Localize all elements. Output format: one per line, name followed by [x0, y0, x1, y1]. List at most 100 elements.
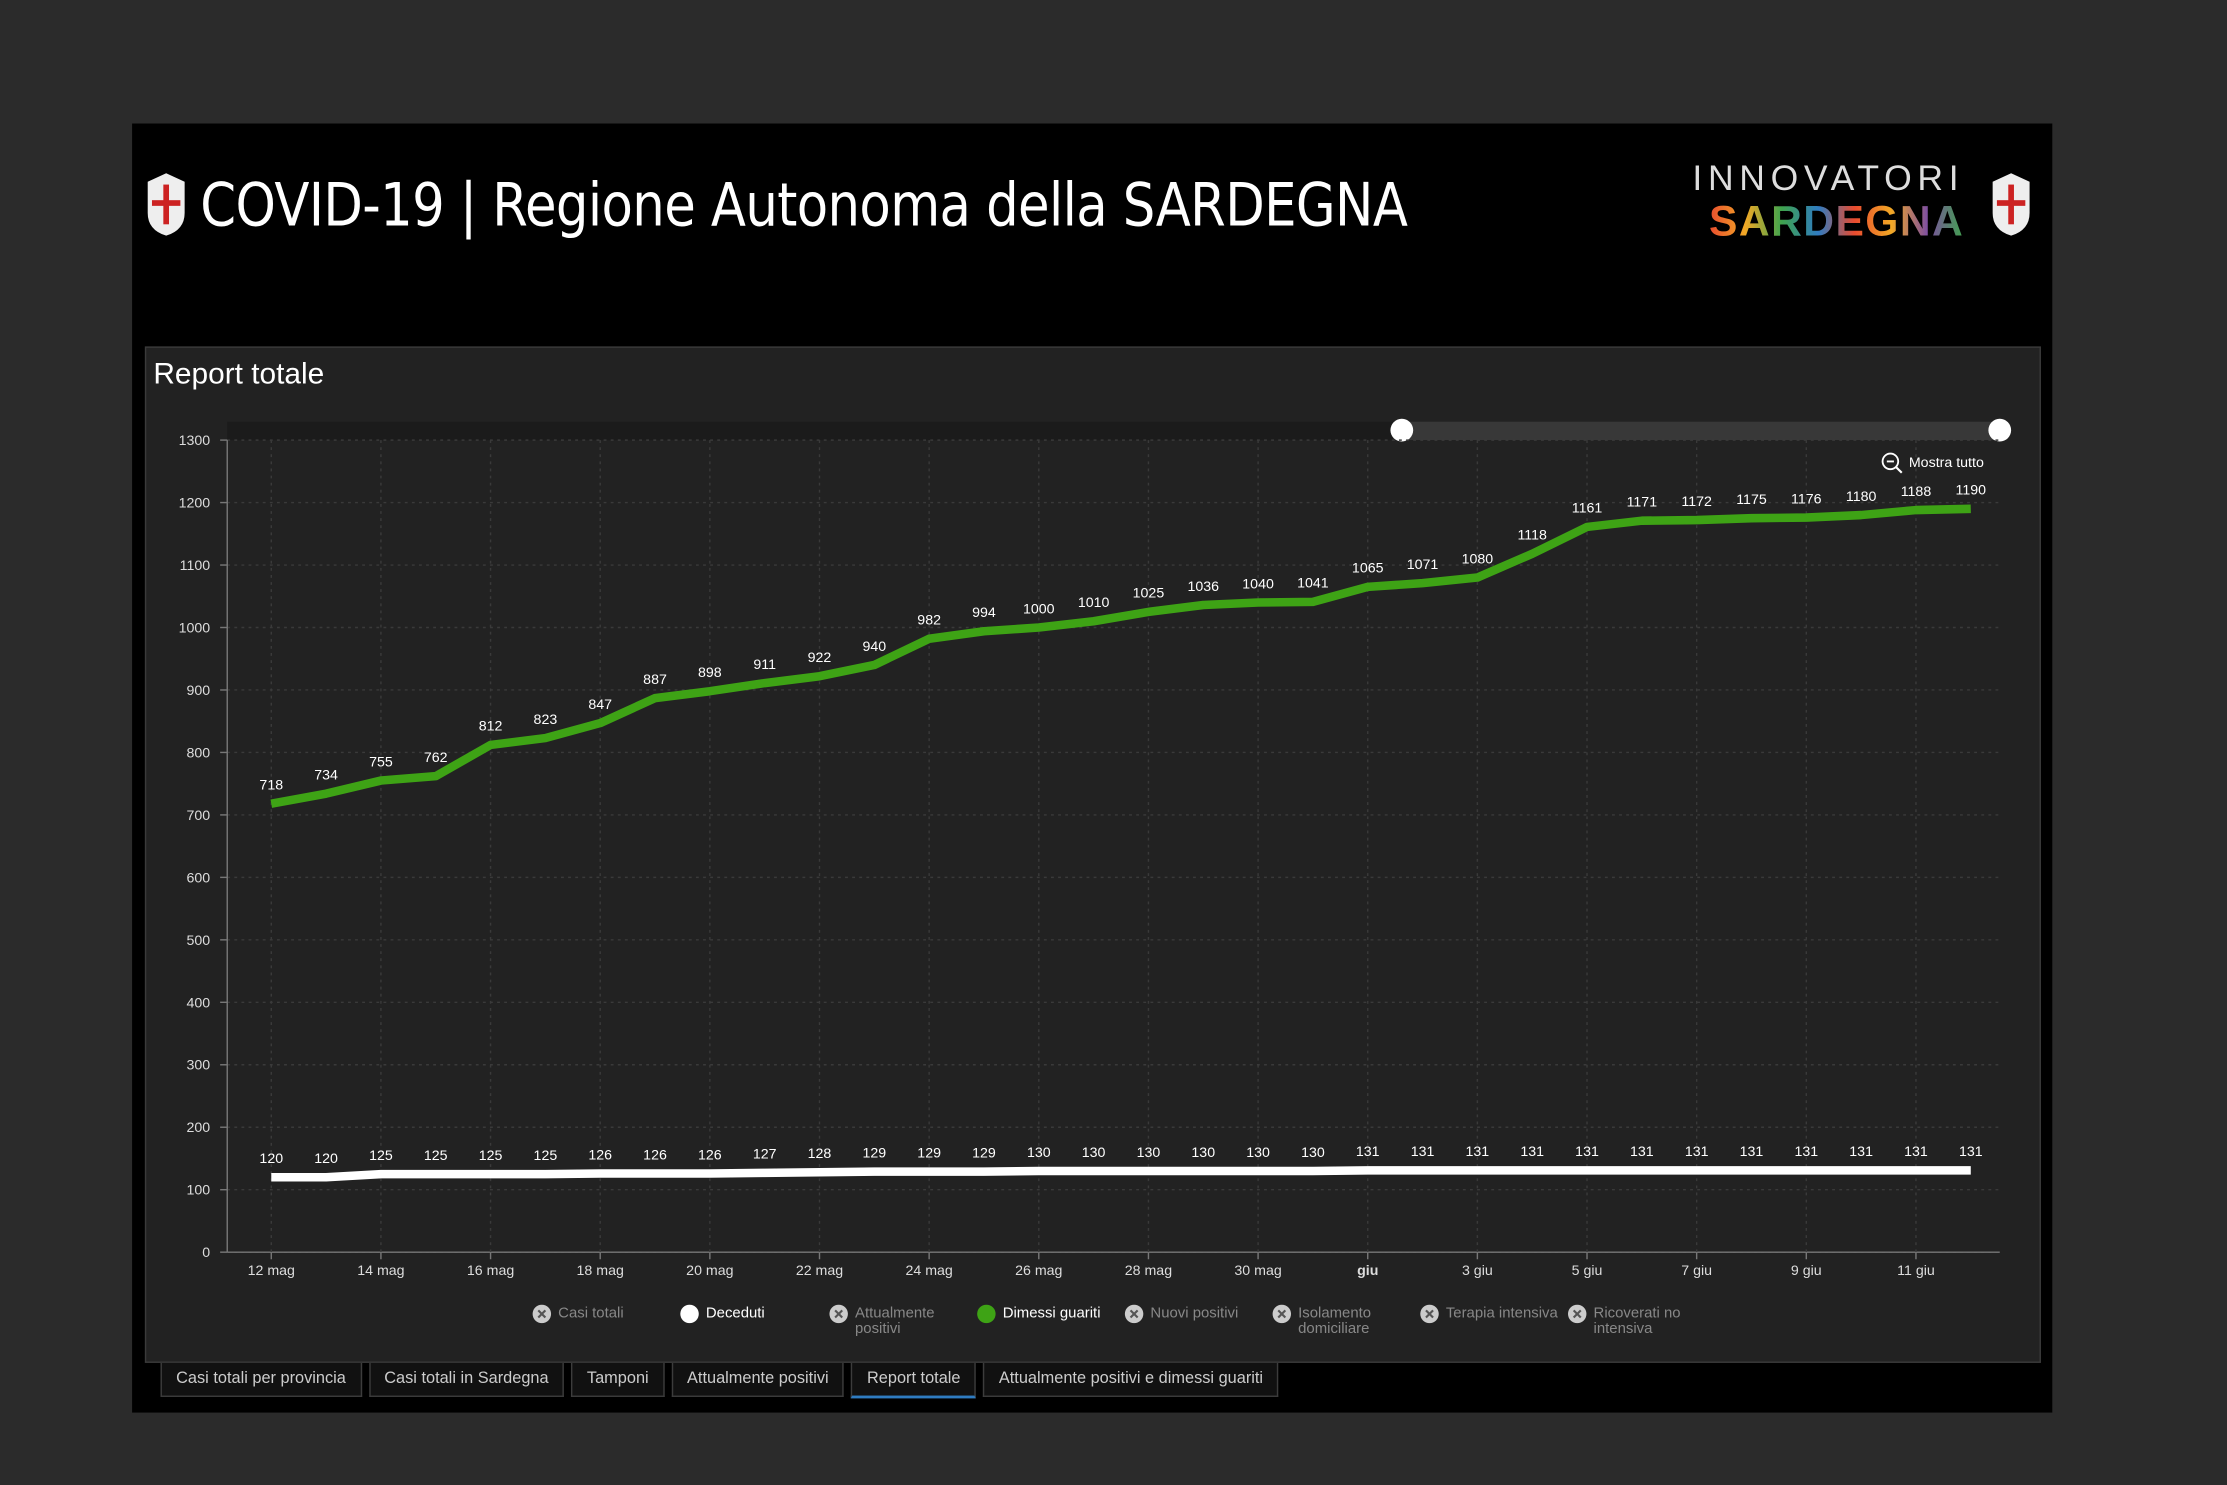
- panel-title: Report totale: [153, 357, 325, 391]
- legend-item[interactable]: Nuovi positivi: [1124, 1304, 1267, 1324]
- data-label: 1118: [1517, 528, 1547, 544]
- data-label: 1041: [1297, 576, 1329, 592]
- x-tick-label: 18 mag: [577, 1263, 624, 1279]
- y-tick-label: 1100: [180, 558, 211, 574]
- data-label: 762: [424, 750, 448, 766]
- data-label: 125: [369, 1148, 393, 1164]
- y-tick-label: 1300: [179, 433, 211, 449]
- data-label: 128: [808, 1146, 832, 1162]
- x-tick-label: 12 mag: [248, 1263, 295, 1279]
- legend-item[interactable]: Casi totali: [532, 1304, 675, 1324]
- data-label: 129: [862, 1145, 886, 1161]
- legend-marker: [977, 1304, 996, 1324]
- data-label: 922: [808, 650, 832, 666]
- scroll-thumb[interactable]: [1401, 421, 2000, 441]
- x-tick-label: 20 mag: [686, 1263, 733, 1279]
- x-tick-label: 26 mag: [1015, 1263, 1062, 1279]
- y-tick-label: 1000: [179, 620, 211, 636]
- legend-label: Dimessi guariti: [1002, 1304, 1101, 1322]
- legend-cross: [1129, 1309, 1139, 1319]
- legend-item[interactable]: Isolamento domiciliare: [1272, 1304, 1415, 1337]
- legend-label: Terapia intensiva: [1445, 1304, 1558, 1322]
- x-tick-label: 9 giu: [1791, 1263, 1822, 1279]
- data-label: 887: [643, 672, 667, 688]
- legend-marker: [829, 1304, 848, 1324]
- scroll-handle[interactable]: [1988, 418, 2012, 442]
- x-tick-label: 24 mag: [905, 1263, 952, 1279]
- data-label: 1190: [1956, 483, 1987, 499]
- data-label: 1025: [1133, 586, 1165, 602]
- tab[interactable]: Attualmente positivi: [671, 1362, 845, 1397]
- tab[interactable]: Casi totali in Sardegna: [368, 1362, 565, 1397]
- data-label: 718: [259, 777, 283, 793]
- y-tick-label: 800: [187, 745, 211, 761]
- tab[interactable]: Casi totali per provincia: [160, 1362, 362, 1397]
- y-tick-label: 300: [187, 1058, 211, 1074]
- legend-item[interactable]: Dimessi guariti: [977, 1304, 1119, 1324]
- data-label: 131: [1466, 1144, 1490, 1160]
- legend-cross: [537, 1309, 547, 1319]
- data-label: 1176: [1791, 491, 1822, 507]
- data-label: 1171: [1627, 494, 1658, 510]
- zoom-button[interactable]: Mostra tutto: [1880, 451, 1984, 474]
- tab[interactable]: Report totale: [851, 1362, 977, 1399]
- data-label: 1071: [1407, 557, 1439, 573]
- data-label: 131: [1685, 1144, 1709, 1160]
- data-label: 898: [698, 665, 722, 681]
- data-label: 1175: [1736, 492, 1767, 508]
- y-tick-label: 0: [202, 1245, 210, 1261]
- legend-marker: [1272, 1304, 1292, 1324]
- scroll-handle[interactable]: [1390, 418, 1414, 442]
- x-tick-label: 28 mag: [1125, 1263, 1172, 1279]
- data-label: 1188: [1901, 484, 1932, 500]
- data-label: 130: [1301, 1145, 1325, 1161]
- legend-item[interactable]: Deceduti: [680, 1304, 822, 1324]
- legend-item[interactable]: Terapia intensiva: [1420, 1304, 1562, 1324]
- series-line: [271, 1166, 1971, 1182]
- data-label: 131: [1904, 1144, 1928, 1160]
- data-label: 847: [588, 697, 612, 713]
- x-tick-label: 30 mag: [1234, 1263, 1281, 1279]
- data-label: 755: [369, 754, 393, 770]
- legend-item[interactable]: Attualmente positivi: [829, 1304, 971, 1337]
- x-tick-label: giu: [1357, 1263, 1378, 1279]
- tab[interactable]: Attualmente positivi e dimessi guariti: [983, 1362, 1279, 1397]
- legend-label: Casi totali: [558, 1304, 624, 1322]
- series-line: [270, 504, 1971, 808]
- data-label: 131: [1411, 1144, 1435, 1160]
- data-label: 130: [1137, 1145, 1161, 1161]
- x-tick-label: 7 giu: [1681, 1263, 1712, 1279]
- data-label: 1065: [1352, 561, 1384, 577]
- x-tick-label: 5 giu: [1572, 1263, 1603, 1279]
- legend-cross: [1425, 1309, 1434, 1319]
- y-tick-label: 600: [187, 870, 211, 886]
- legend-marker: [532, 1304, 552, 1324]
- data-label: 120: [259, 1151, 283, 1167]
- data-label: 734: [314, 767, 338, 783]
- data-label: 125: [424, 1148, 448, 1164]
- y-tick-label: 700: [187, 808, 211, 824]
- logo-text: INNOVATORI: [1692, 159, 1965, 199]
- data-label: 131: [1740, 1144, 1764, 1160]
- data-label: 131: [1630, 1144, 1654, 1160]
- data-label: 131: [1356, 1144, 1380, 1160]
- legend-marker: [1124, 1304, 1144, 1324]
- data-label: 131: [1959, 1144, 1983, 1160]
- data-label: 982: [917, 613, 941, 629]
- tab-bar: Casi totali per provincia Casi totali in …: [160, 1362, 1285, 1399]
- data-label: 129: [972, 1145, 996, 1161]
- data-label: 120: [314, 1151, 338, 1167]
- data-label: 130: [1191, 1145, 1215, 1161]
- data-label: 1161: [1572, 501, 1603, 517]
- y-tick-label: 100: [187, 1183, 211, 1199]
- legend-marker: [1567, 1304, 1587, 1324]
- tab[interactable]: Tamponi: [571, 1362, 665, 1397]
- data-label: 129: [917, 1145, 941, 1161]
- data-label: 1080: [1462, 551, 1494, 567]
- data-label: 125: [534, 1148, 558, 1164]
- legend-label: Deceduti: [705, 1304, 765, 1322]
- y-tick-label: 900: [187, 683, 211, 699]
- legend-item[interactable]: Ricoverati no intensiva: [1567, 1304, 1710, 1337]
- y-tick-label: 200: [187, 1120, 211, 1136]
